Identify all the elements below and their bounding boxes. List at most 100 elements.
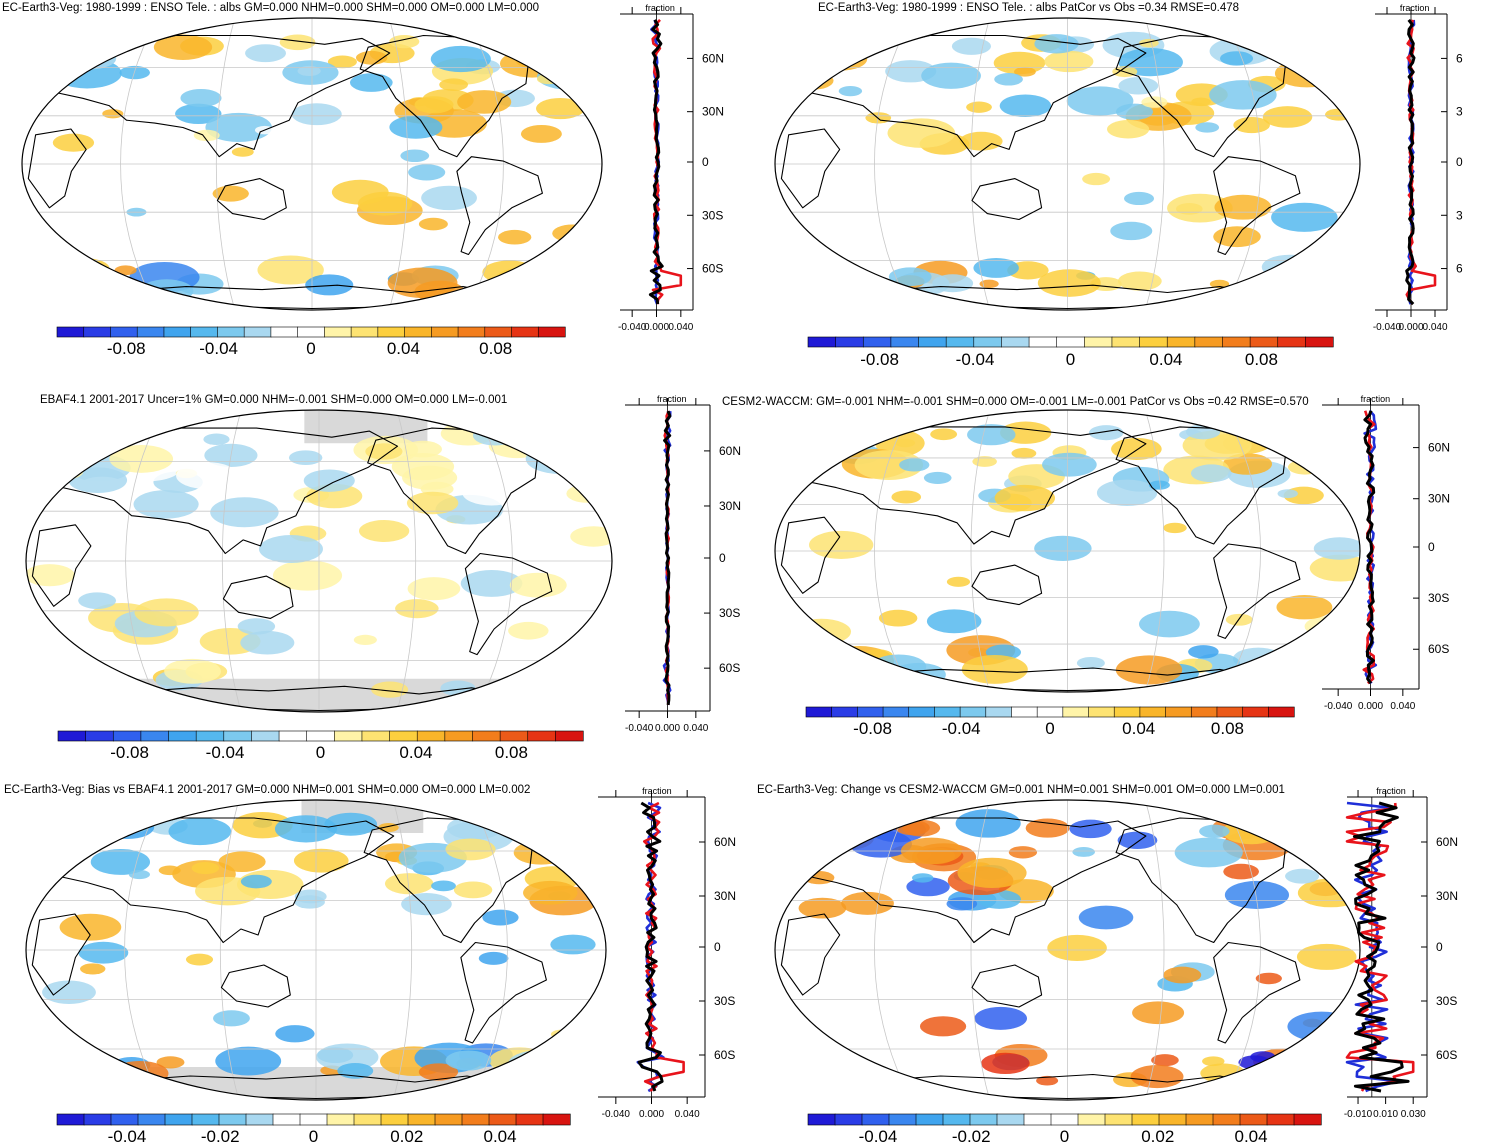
- anomaly-patch: [445, 838, 496, 861]
- map: [774, 799, 1361, 1101]
- colorbar-swatch: [217, 326, 245, 338]
- colorbar-swatch: [908, 706, 936, 718]
- anomaly-patch: [520, 124, 562, 143]
- anomaly-patch: [1163, 522, 1187, 534]
- anomaly-patch: [815, 65, 837, 75]
- anomaly-patch: [114, 569, 147, 584]
- graticule-meridian: [1222, 800, 1261, 1100]
- graticule-meridian: [219, 800, 240, 1100]
- anomaly-patch: [60, 258, 110, 280]
- colorbar-swatch: [499, 730, 529, 742]
- anomaly-patch: [96, 46, 117, 56]
- anomaly-patch: [536, 97, 585, 120]
- anomaly-patch: [176, 462, 238, 490]
- anomaly-patch: [528, 1070, 559, 1084]
- anomaly-patch: [957, 857, 1027, 889]
- profile-xtick-label: -0.040: [602, 1109, 631, 1120]
- anomaly-patch: [509, 572, 567, 598]
- colorbar-swatch: [380, 1113, 409, 1126]
- profile-ytick-label: 30N: [1436, 889, 1458, 903]
- anomaly-patch: [324, 812, 378, 836]
- anomaly-patch: [932, 274, 974, 293]
- graticule-meridian: [1222, 18, 1261, 310]
- profile-ytick-label: 0: [702, 155, 709, 169]
- map: [21, 17, 603, 311]
- anomaly-patch: [813, 279, 864, 302]
- colorbar-swatch: [1268, 706, 1295, 718]
- anomaly-patch: [305, 274, 354, 296]
- colorbar-swatch: [969, 1113, 998, 1126]
- colorbar-tick-label: -0.04: [942, 719, 981, 738]
- anomaly-patch: [1037, 269, 1101, 297]
- anomaly-patch: [403, 440, 442, 458]
- coastline-australia: [222, 575, 294, 619]
- colorbar-swatch: [245, 1113, 274, 1126]
- coastline-southamerica: [1213, 156, 1301, 256]
- anomaly-patch: [1277, 489, 1298, 499]
- anomaly-patch: [395, 599, 439, 619]
- anomaly-patch: [955, 809, 1021, 838]
- anomaly-patch: [355, 50, 388, 65]
- profile-xtick-label: 0.000: [1398, 322, 1423, 333]
- anomaly-patch: [1304, 616, 1351, 637]
- colorbar-tick-label: 0: [306, 339, 315, 358]
- colorbar-swatch: [223, 730, 253, 742]
- anomaly-patch: [218, 851, 266, 873]
- colorbar-tick-label: 0.04: [1122, 719, 1155, 738]
- anomaly-patch: [959, 131, 1003, 151]
- graticule-meridian: [1222, 410, 1261, 692]
- colorbar-tick-label: -0.04: [956, 350, 995, 369]
- anomaly-patch: [822, 1067, 879, 1092]
- anomaly-patch: [979, 279, 999, 289]
- anomaly-patch: [50, 275, 120, 306]
- colorbar-swatch: [112, 730, 142, 742]
- map: [25, 799, 607, 1101]
- anomaly-patch: [350, 73, 393, 92]
- anomaly-patch: [966, 101, 992, 113]
- colorbar-swatch: [1113, 706, 1141, 718]
- colorbar-swatch: [1023, 1113, 1052, 1126]
- profile-axis-label: fraction: [642, 786, 672, 796]
- profile-xtick-label: 0.000: [1358, 701, 1383, 712]
- anomaly-patch: [52, 133, 95, 152]
- colorbar-swatch: [537, 326, 566, 338]
- anomaly-patch: [482, 909, 519, 926]
- colorbar-tick-label: 0: [316, 743, 325, 762]
- anomaly-patch: [1130, 1065, 1184, 1089]
- coastline-eurasia: [47, 34, 391, 158]
- anomaly-patch: [175, 103, 222, 125]
- profile-ytick-label: 0: [1428, 540, 1435, 554]
- panel-title: EC-Earth3-Veg: Change vs CESM2-WACCM GM=…: [757, 784, 1285, 796]
- anomaly-patch: [185, 953, 214, 966]
- colorbar-tick-label: -0.04: [108, 1127, 147, 1146]
- colorbar-swatch: [56, 1113, 85, 1126]
- colorbar-swatch: [140, 730, 170, 742]
- colorbar-swatch: [299, 1113, 328, 1126]
- anomaly-patch: [974, 1006, 1028, 1030]
- colorbar-tick-label: 0.08: [1211, 719, 1244, 738]
- panel-top-left: EC-Earth3-Veg: 1980-1999 : ENSO Tele. : …: [2, 2, 724, 358]
- anomaly-patch: [1034, 535, 1092, 561]
- panel-middle-right: CESM2-WACCM: GM=-0.001 NHM=-0.001 SHM=0.…: [722, 394, 1450, 738]
- graticule-meridian: [388, 18, 409, 310]
- anomaly-patch: [80, 963, 106, 975]
- profile-axis-label: fraction: [1400, 3, 1430, 13]
- anomaly-patch: [275, 1025, 315, 1043]
- anomaly-patch: [498, 229, 532, 245]
- colorbar-tick-label: 0: [1045, 719, 1054, 738]
- anomaly-patch: [1255, 972, 1282, 985]
- anomaly-patch: [1117, 831, 1158, 850]
- colorbar-swatch: [973, 336, 1003, 348]
- anomaly-patch: [1163, 966, 1202, 984]
- colorbar-swatch: [434, 1113, 463, 1126]
- anomaly-patch: [923, 471, 952, 484]
- profile-ytick-label: 30S: [1436, 994, 1457, 1008]
- panel-bottom-right: EC-Earth3-Veg: Change vs CESM2-WACCM GM=…: [757, 784, 1458, 1146]
- anomaly-patch: [1167, 193, 1233, 223]
- anomaly-patch: [1223, 863, 1259, 880]
- anomaly-patch: [981, 1052, 1030, 1075]
- anomaly-patch: [1141, 96, 1168, 108]
- anomaly-patch: [1214, 194, 1272, 220]
- anomaly-patch: [1232, 647, 1284, 670]
